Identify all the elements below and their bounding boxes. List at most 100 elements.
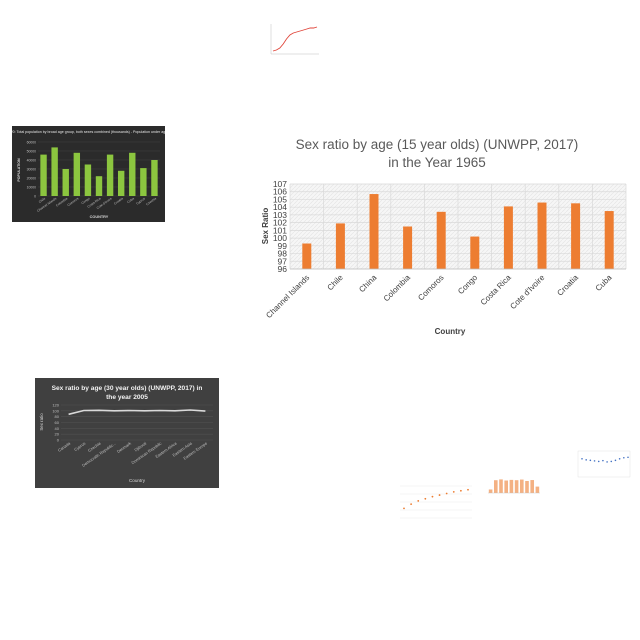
y-tick-label: 107 bbox=[273, 179, 287, 189]
x-tick-label: Chile bbox=[326, 273, 346, 293]
bar bbox=[51, 147, 57, 196]
data-point bbox=[585, 459, 587, 461]
data-point bbox=[602, 460, 604, 462]
thumb-title-line-1: Sex ratio by age (30 year olds) (UNWPP, … bbox=[52, 385, 203, 392]
dark-line-chart-svg: Sex ratio by age (30 year olds) (UNWPP, … bbox=[35, 378, 219, 488]
bar bbox=[520, 480, 524, 493]
series-line bbox=[69, 410, 206, 414]
data-point bbox=[615, 460, 617, 462]
x-axis-label: Country bbox=[435, 327, 466, 336]
y-tick-label: 120 bbox=[52, 403, 59, 408]
red-line-chart-svg bbox=[265, 18, 321, 60]
x-tick-label: Croatia bbox=[113, 196, 124, 205]
data-point bbox=[403, 508, 405, 510]
x-tick-label: Czechia bbox=[145, 196, 157, 206]
bar bbox=[515, 480, 519, 493]
x-tick-label: China bbox=[357, 273, 379, 295]
plot-frame bbox=[578, 451, 630, 477]
bar bbox=[499, 479, 503, 493]
series-line bbox=[273, 27, 317, 51]
bar bbox=[336, 223, 345, 269]
bar bbox=[85, 165, 91, 197]
data-point bbox=[410, 503, 412, 505]
y-tick-label: 80 bbox=[55, 414, 60, 419]
x-axis-label: Country bbox=[129, 478, 146, 483]
thumbnail-orange-scatter-chart bbox=[386, 478, 476, 522]
data-point bbox=[598, 461, 600, 463]
y-tick-label: 40000 bbox=[27, 158, 37, 162]
x-tick-label: Cyprus bbox=[135, 196, 146, 205]
bar bbox=[510, 480, 514, 493]
y-axis-label: POPULATION bbox=[17, 158, 21, 182]
x-tick-label: Cuba bbox=[594, 273, 614, 293]
bar bbox=[302, 244, 311, 270]
thumbnail-dark-line-chart: Sex ratio by age (30 year olds) (UNWPP, … bbox=[35, 378, 219, 488]
bar bbox=[63, 169, 69, 196]
x-tick-label: Cyprus bbox=[73, 441, 86, 452]
chart-subtitle: in the Year 1965 bbox=[388, 155, 486, 170]
bar bbox=[40, 155, 46, 196]
data-point bbox=[619, 458, 621, 460]
y-tick-label: 0 bbox=[57, 438, 60, 443]
x-tick-label: Channel Islands bbox=[264, 273, 311, 320]
y-tick-label: 0 bbox=[34, 194, 36, 198]
main-sex-ratio-chart: Sex ratio by age (15 year olds) (UNWPP, … bbox=[246, 128, 636, 340]
y-tick-label: 20 bbox=[55, 432, 60, 437]
bar bbox=[605, 211, 614, 269]
data-point bbox=[432, 496, 434, 498]
data-point bbox=[590, 460, 592, 462]
y-tick-label: 10000 bbox=[27, 185, 37, 189]
data-point bbox=[594, 460, 596, 462]
bar bbox=[118, 171, 124, 196]
bar bbox=[504, 481, 508, 493]
orange-scatter-chart-svg bbox=[386, 478, 476, 522]
x-tick-label: Colombia bbox=[55, 196, 69, 207]
bar bbox=[536, 487, 540, 493]
thumb-title: Estimates, 1950 - 2020: Total population… bbox=[12, 130, 165, 134]
y-tick-label: 60 bbox=[55, 420, 60, 425]
blue-scatter-chart-svg bbox=[576, 447, 632, 483]
x-tick-label: Comoros bbox=[416, 273, 445, 302]
main-chart-svg: Sex ratio by age (15 year olds) (UNWPP, … bbox=[246, 128, 636, 340]
bar bbox=[107, 155, 113, 196]
bar bbox=[151, 160, 157, 196]
y-tick-label: 100 bbox=[52, 408, 59, 413]
data-point bbox=[439, 494, 441, 496]
data-point bbox=[606, 461, 608, 463]
green-bar-chart-svg: Estimates, 1950 - 2020: Total population… bbox=[12, 126, 165, 222]
bar bbox=[525, 481, 529, 493]
data-point bbox=[453, 491, 455, 493]
bar bbox=[530, 480, 534, 493]
thumbnail-blue-scatter-chart bbox=[576, 447, 632, 483]
bar bbox=[470, 237, 479, 269]
bar bbox=[140, 168, 146, 196]
y-tick-label: 20000 bbox=[27, 176, 37, 180]
bar bbox=[538, 203, 547, 269]
x-tick-label: Croatia bbox=[555, 273, 580, 298]
bar bbox=[571, 203, 580, 269]
x-tick-label: Costa Rica bbox=[479, 273, 513, 307]
data-point bbox=[610, 461, 612, 463]
y-tick-label: 60000 bbox=[27, 140, 37, 144]
bar bbox=[437, 212, 446, 269]
x-tick-label: Canada bbox=[57, 440, 72, 453]
bar bbox=[129, 153, 135, 196]
data-point bbox=[424, 498, 426, 500]
bar bbox=[370, 194, 379, 269]
bar bbox=[74, 153, 80, 196]
data-point bbox=[467, 489, 469, 491]
y-tick-label: 30000 bbox=[27, 167, 37, 171]
x-tick-label: Comoros bbox=[66, 196, 79, 207]
data-point bbox=[460, 490, 462, 492]
thumb-title-line-2: the year 2005 bbox=[106, 394, 148, 401]
x-tick-label: Colombia bbox=[382, 273, 413, 304]
x-tick-label: Congo bbox=[456, 273, 479, 296]
y-tick-label: 50000 bbox=[27, 149, 37, 153]
data-point bbox=[623, 457, 625, 459]
thumbnail-green-bar-chart: Estimates, 1950 - 2020: Total population… bbox=[12, 126, 165, 222]
chart-title: Sex ratio by age (15 year olds) (UNWPP, … bbox=[296, 137, 579, 152]
thumbnail-red-line-chart bbox=[265, 18, 321, 60]
x-tick-label: Cote d'Ivoire bbox=[508, 273, 546, 311]
thumbnail-orange-bar-chart bbox=[480, 465, 544, 513]
